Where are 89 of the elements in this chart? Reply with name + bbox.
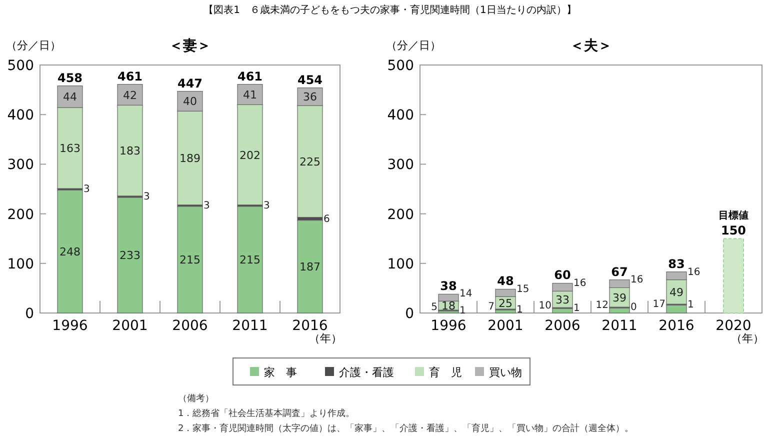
total-label: 67	[611, 264, 628, 279]
data-label: 15	[516, 284, 530, 295]
total-label: 461	[117, 69, 143, 84]
data-label: 1	[574, 302, 580, 314]
data-label: 150	[720, 224, 746, 238]
legend-label: 買い物	[489, 366, 522, 379]
data-label: 215	[180, 254, 200, 267]
legend-label: 育 児	[429, 366, 462, 379]
total-label: 38	[440, 279, 457, 294]
total-label: 60	[554, 268, 571, 282]
data-label: 40	[183, 95, 197, 108]
data-label: 41	[243, 88, 257, 102]
y-tick-label: 300	[387, 157, 414, 174]
total-label: 83	[668, 256, 685, 271]
total-label: 447	[177, 76, 203, 90]
annotation: 目標値	[718, 210, 748, 222]
data-label: 248	[60, 245, 80, 258]
y-tick-label: 300	[7, 157, 34, 174]
data-label: 36	[303, 90, 317, 104]
data-label: 16	[574, 278, 586, 290]
data-label: 25	[498, 296, 512, 310]
x-tick-label: 1996	[430, 318, 466, 334]
data-label: 5	[431, 302, 438, 313]
x-axis-title: （年）	[309, 332, 342, 345]
data-label: 183	[120, 144, 140, 158]
legend-label: 介護・看護	[339, 366, 394, 379]
data-label: 42	[123, 88, 137, 102]
data-label: 49	[670, 286, 684, 299]
y-tick-label: 400	[387, 108, 414, 124]
total-label: 48	[497, 274, 514, 288]
x-tick-label: 2020	[716, 318, 752, 334]
data-label: 18	[442, 300, 456, 313]
data-label: 33	[556, 293, 570, 306]
data-label: 39	[612, 291, 626, 304]
legend-label: 家 事	[264, 366, 297, 379]
y-tick-label: 500	[387, 58, 414, 74]
data-label: 14	[460, 288, 472, 300]
data-label: 1	[460, 305, 466, 316]
data-label: 12	[596, 300, 608, 312]
data-label: 17	[652, 298, 666, 310]
data-label: 1	[688, 299, 694, 310]
total-label: 461	[237, 69, 263, 84]
text: 【図表1 ６歳未満の子どもをもつ夫の家事・育児関連時間（1日当たりの内訳）】	[204, 4, 576, 16]
x-tick-label: 2016	[658, 318, 694, 334]
chart-title: ＜妻＞	[169, 38, 211, 54]
data-label: 3	[264, 200, 270, 212]
data-label: 16	[688, 266, 700, 278]
chart-title: ＜夫＞	[570, 38, 612, 54]
x-tick-label: 2006	[544, 318, 580, 334]
data-label: 10	[538, 300, 552, 312]
x-tick-label: 2016	[292, 318, 328, 334]
y-tick-label: 500	[7, 58, 34, 74]
data-label: 189	[180, 152, 200, 165]
data-label: 163	[60, 142, 80, 156]
y-axis-title: （分／日）	[6, 39, 61, 52]
y-tick-label: 400	[7, 108, 34, 124]
data-label: 187	[300, 260, 320, 274]
y-axis-title: （分／日）	[386, 39, 441, 52]
data-label: 3	[204, 200, 210, 212]
total-label: 454	[297, 72, 323, 87]
data-label: 225	[300, 155, 320, 168]
data-label: 6	[324, 214, 330, 225]
x-axis-title: （年）	[731, 332, 764, 345]
x-tick-label: 2006	[172, 318, 208, 334]
x-tick-label: 1996	[52, 318, 88, 334]
y-tick-label: 200	[7, 206, 34, 223]
y-tick-label: 0	[25, 306, 34, 322]
data-label: 233	[120, 249, 140, 262]
data-label: 215	[240, 254, 260, 267]
y-tick-label: 100	[7, 256, 34, 272]
data-label: 7	[488, 301, 494, 312]
x-tick-label: 2011	[602, 318, 638, 334]
data-label: 0	[630, 302, 637, 314]
y-tick-label: 100	[387, 256, 414, 272]
data-label: 44	[63, 90, 77, 104]
x-tick-label: 2001	[112, 318, 148, 334]
data-label: 16	[630, 274, 644, 286]
total-label: 458	[57, 70, 83, 85]
text: 1．総務省「社会生活基本調査」より作成。	[178, 408, 355, 419]
text: （備考）	[178, 393, 214, 404]
data-label: 202	[240, 148, 260, 162]
text: 2．家事・育児関連時間（太字の値）は、「家事」、「介護・看護」、「育児」、「買い物」の合計（週全体）。	[178, 423, 634, 434]
data-label: 3	[144, 192, 150, 203]
data-label: 1	[516, 304, 523, 316]
x-tick-label: 2011	[232, 318, 268, 334]
y-tick-label: 0	[405, 306, 414, 322]
y-tick-label: 200	[387, 206, 414, 223]
x-tick-label: 2001	[488, 318, 524, 334]
data-label: 3	[84, 184, 90, 196]
